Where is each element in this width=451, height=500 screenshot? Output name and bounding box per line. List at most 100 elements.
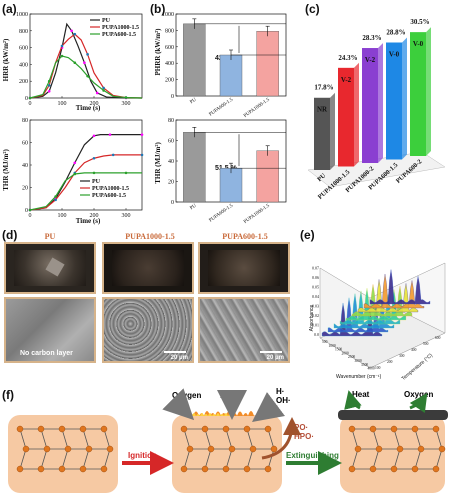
crosslink-node [390, 465, 398, 473]
thr-chart: THR (MJ/m²) Time (s) 0 100 200 300 0 20 40 60 80… [2, 118, 144, 225]
crosslink-node [180, 425, 188, 433]
hrr-series-point [47, 89, 51, 93]
loi-bar-front [338, 67, 354, 167]
crosslink-node [348, 465, 356, 473]
crosslink-node [264, 465, 272, 473]
hrr-series-point [86, 53, 89, 56]
radical-h-label: H· [276, 387, 284, 396]
thr-series-point [28, 208, 32, 212]
hrr-legend-label: PUPA1000-1.5 [102, 25, 139, 31]
polymer-chain [103, 448, 111, 470]
ftir-ylabel: Temperature (°C) [401, 352, 435, 381]
thr-xtick-label: 200 [90, 213, 99, 219]
crosslink-node [201, 465, 209, 473]
ftir-zlabel: Absorbance [309, 304, 315, 331]
thrb-bar [219, 167, 243, 203]
loi-floor [307, 151, 446, 188]
crosslink-node [64, 445, 72, 453]
thr-series-point [92, 156, 96, 160]
hrr-ytick-label: 1000 [16, 12, 28, 18]
sem-image-pupa1000: 20 μm [102, 297, 194, 363]
thr-ytick-label: 40 [22, 163, 28, 169]
crosslink-node [180, 465, 188, 473]
phrr-ytick-label: 200 [165, 78, 174, 84]
crosslink-node [396, 445, 404, 453]
hrr-series-point [47, 84, 51, 87]
photo-title-pu: PU [44, 232, 56, 241]
crosslink-node [417, 445, 425, 453]
polymer-chain [351, 448, 359, 470]
thr-bar-ylabel: THR (MJ/m²) [154, 142, 162, 184]
ignition-label: Ignition [128, 451, 157, 460]
polymer-chain [204, 448, 212, 470]
hrr-ytick-label: 600 [19, 46, 28, 52]
hrr-series-point [83, 61, 86, 65]
ftir-ztick-label: 0.06 [312, 275, 319, 280]
thr-series-point [54, 198, 57, 202]
photo-title-pupa1000: PUPA1000-1.5 [125, 232, 175, 241]
phrr-ytick-label: 600 [165, 45, 174, 51]
crosslink-node [369, 465, 377, 473]
panel-label-d: (d) [2, 228, 18, 242]
phrr-bar [256, 31, 279, 97]
crosslink-node [411, 425, 419, 433]
ftir-xtick-label: 3000 [355, 359, 362, 363]
crosslink-node [249, 445, 257, 453]
thrb-ytick-label: 0 [171, 200, 174, 206]
hrr-series-point [47, 79, 51, 83]
hrr-xtick-label: 0 [29, 101, 32, 107]
polymer-chain [19, 448, 27, 470]
loi-bar-side [378, 43, 383, 163]
crosslink-node [16, 425, 24, 433]
sem-image-pu: No carbon layer [4, 297, 96, 363]
loi-value-label: 30.5% [410, 18, 429, 26]
crosslink-node [432, 465, 440, 473]
polymer-chain [393, 448, 401, 470]
sem-scale-600: 20 μm [266, 355, 284, 361]
loi-value-label: 28.3% [362, 34, 381, 42]
phrr-bar [219, 54, 243, 97]
loi-bar-front [410, 32, 426, 156]
phrr-ytick-label: 1000 [162, 12, 174, 18]
panel-label-f: (f) [2, 388, 14, 402]
phrr-bar-chart: PHRR (kW/m²) 42.4 % 02004006008001000PUP… [154, 12, 287, 119]
thrb-bar [183, 132, 206, 203]
panel-label-b: (b) [150, 2, 166, 16]
thr-series-point [73, 161, 77, 165]
polymer-chain [246, 448, 254, 470]
polymer-chain [103, 428, 111, 450]
hrr-xtick-label: 200 [90, 101, 99, 107]
hrr-series-point [60, 54, 64, 58]
crosslink-node [354, 445, 362, 453]
panel-label-c: (c) [305, 2, 320, 16]
hrr-series-point [86, 74, 89, 78]
radical-oh-label: OH· [276, 396, 291, 405]
mechanism-diagram: Oxygen Heat H· OH· PO· HPO· Ignition Ext… [16, 387, 446, 475]
hrr-xtick-label: 100 [58, 101, 67, 107]
loi-bar-chart: 17.8%NRPU24.3%V-2PUPA1000-1.528.3%V-2PUP… [307, 18, 446, 201]
ftir-ytick-label: 500 [423, 342, 429, 346]
polymer-chain [372, 448, 380, 470]
thr-series-point [140, 153, 144, 157]
crosslink-node [270, 445, 278, 453]
thr-ylabel: THR (MJ/m²) [2, 149, 10, 191]
thr-series-point [108, 133, 112, 136]
phrr-category-label: PU [189, 97, 197, 105]
polymer-chain [19, 428, 27, 450]
thr-series-point [73, 172, 77, 176]
loi-rating-label: V-2 [341, 76, 352, 84]
thr-legend-label: PUPA600-1.5 [92, 193, 126, 199]
ftir-xtick-label: 1000 [329, 344, 336, 348]
phrr-ytick-label: 0 [171, 94, 174, 100]
hrr-series-line [29, 55, 143, 99]
crosslink-node [243, 425, 251, 433]
polymer-chain [225, 428, 233, 450]
phrr-ytick-label: 400 [165, 61, 174, 67]
hrr-axes-frame [29, 13, 143, 99]
crosslink-node [411, 465, 419, 473]
thrb-category-label: PUPA600-1.5 [209, 203, 235, 223]
hrr-series-point [102, 89, 105, 92]
polymer-chain [183, 428, 191, 450]
polymer-chain [246, 428, 254, 450]
thr-series-point [54, 195, 57, 198]
